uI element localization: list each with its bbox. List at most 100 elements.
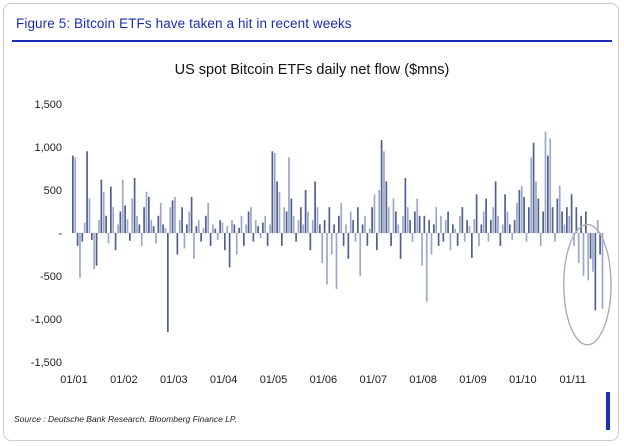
flow-bar (152, 226, 155, 233)
flow-bar (442, 233, 445, 242)
flow-bar (558, 185, 561, 233)
flow-bar (376, 233, 378, 251)
flow-bar (119, 211, 122, 233)
flow-bar (295, 233, 297, 242)
flow-bar (368, 228, 371, 233)
flow-bar (226, 226, 229, 233)
flow-bar (518, 190, 521, 233)
flow-bar (76, 233, 79, 246)
flow-bar (202, 227, 205, 233)
flow-bar (454, 228, 457, 233)
y-tick-label: -500 (40, 271, 62, 283)
flow-bar (380, 140, 383, 233)
flow-bar (494, 181, 497, 233)
flow-bar (525, 233, 528, 242)
flow-bar (592, 233, 594, 272)
flow-bar (575, 207, 578, 233)
flow-bar (406, 207, 409, 233)
flow-bar (121, 179, 124, 233)
flow-bar (252, 233, 255, 242)
bar-chart: 1,500 1,000 500 - -500 -1,000 -1,500 01/01 01/02… (31, 99, 612, 386)
flow-bar (338, 215, 340, 233)
y-tick-label: 500 (44, 185, 62, 197)
flow-bar (485, 198, 487, 233)
flow-bar (233, 224, 236, 233)
flow-bar (138, 224, 141, 233)
chart-title: US spot Bitcoin ETFs daily net flow ($mn… (174, 62, 450, 78)
flow-bar (214, 228, 217, 233)
flow-bar (513, 220, 516, 233)
flow-bar (126, 219, 129, 233)
flow-bar (385, 181, 388, 233)
flow-bar (243, 233, 245, 246)
flow-bar (473, 219, 476, 233)
flow-bar (247, 211, 250, 233)
flow-bar (330, 233, 333, 255)
flow-bar (409, 220, 411, 233)
flow-bar (487, 233, 490, 242)
flow-bar (259, 233, 262, 239)
flow-bar (228, 233, 231, 268)
flow-bar (378, 190, 381, 233)
flow-bar (264, 215, 267, 233)
flow-bar (563, 224, 566, 233)
flow-bar (482, 211, 485, 233)
flow-bar (561, 211, 563, 233)
flow-bar (383, 151, 385, 233)
flow-bar (433, 224, 435, 233)
flow-bar (347, 233, 350, 259)
recent-outflows-highlight-ellipse (563, 223, 612, 346)
x-tick-label: 01/10 (509, 374, 537, 386)
flow-bar (461, 207, 464, 233)
flow-bar (278, 191, 281, 233)
flow-bar (110, 186, 112, 233)
flow-bar (366, 233, 369, 246)
flow-bar (554, 233, 556, 242)
y-tick-label: - (58, 228, 62, 240)
flow-bar (157, 215, 160, 233)
flow-bar (556, 198, 559, 233)
x-tick-label: 01/01 (60, 374, 88, 386)
flow-bar (181, 207, 183, 233)
flow-bar (297, 220, 300, 233)
flow-bar (530, 157, 533, 233)
flow-bar (150, 220, 153, 233)
flow-bar (171, 200, 174, 233)
flow-bar (414, 211, 416, 233)
flow-bar (449, 233, 452, 251)
flow-bar (79, 233, 81, 278)
flow-bar (520, 185, 523, 233)
flow-bar (300, 207, 302, 233)
flow-bar (207, 202, 210, 233)
flow-bar (570, 194, 573, 233)
flow-bar (205, 215, 207, 233)
flow-bar (585, 211, 587, 233)
flow-bar (547, 155, 549, 233)
flow-bar (254, 220, 257, 233)
flow-bar (423, 215, 426, 233)
flow-bar (549, 138, 552, 233)
flow-bar (395, 211, 397, 233)
flow-bar (361, 224, 364, 233)
flow-bar (523, 196, 525, 233)
flow-bar (290, 198, 293, 233)
flow-bar (404, 177, 407, 233)
flow-bar (466, 220, 468, 233)
flow-bar (587, 233, 590, 281)
flow-bar (105, 215, 107, 233)
flow-bar (444, 220, 447, 233)
flow-bar (551, 207, 554, 233)
flow-bar (397, 224, 400, 233)
flow-bar (392, 198, 395, 233)
flow-bar (354, 233, 357, 242)
flow-bar (390, 233, 392, 246)
flow-bar (209, 233, 212, 246)
flow-bar (271, 151, 274, 233)
flow-bar (516, 202, 518, 233)
flow-bar (133, 177, 136, 233)
flow-bar (357, 207, 359, 233)
flow-bar (164, 227, 167, 233)
flow-bar (316, 207, 319, 233)
flow-bar (490, 220, 492, 233)
flow-bar (183, 233, 186, 249)
